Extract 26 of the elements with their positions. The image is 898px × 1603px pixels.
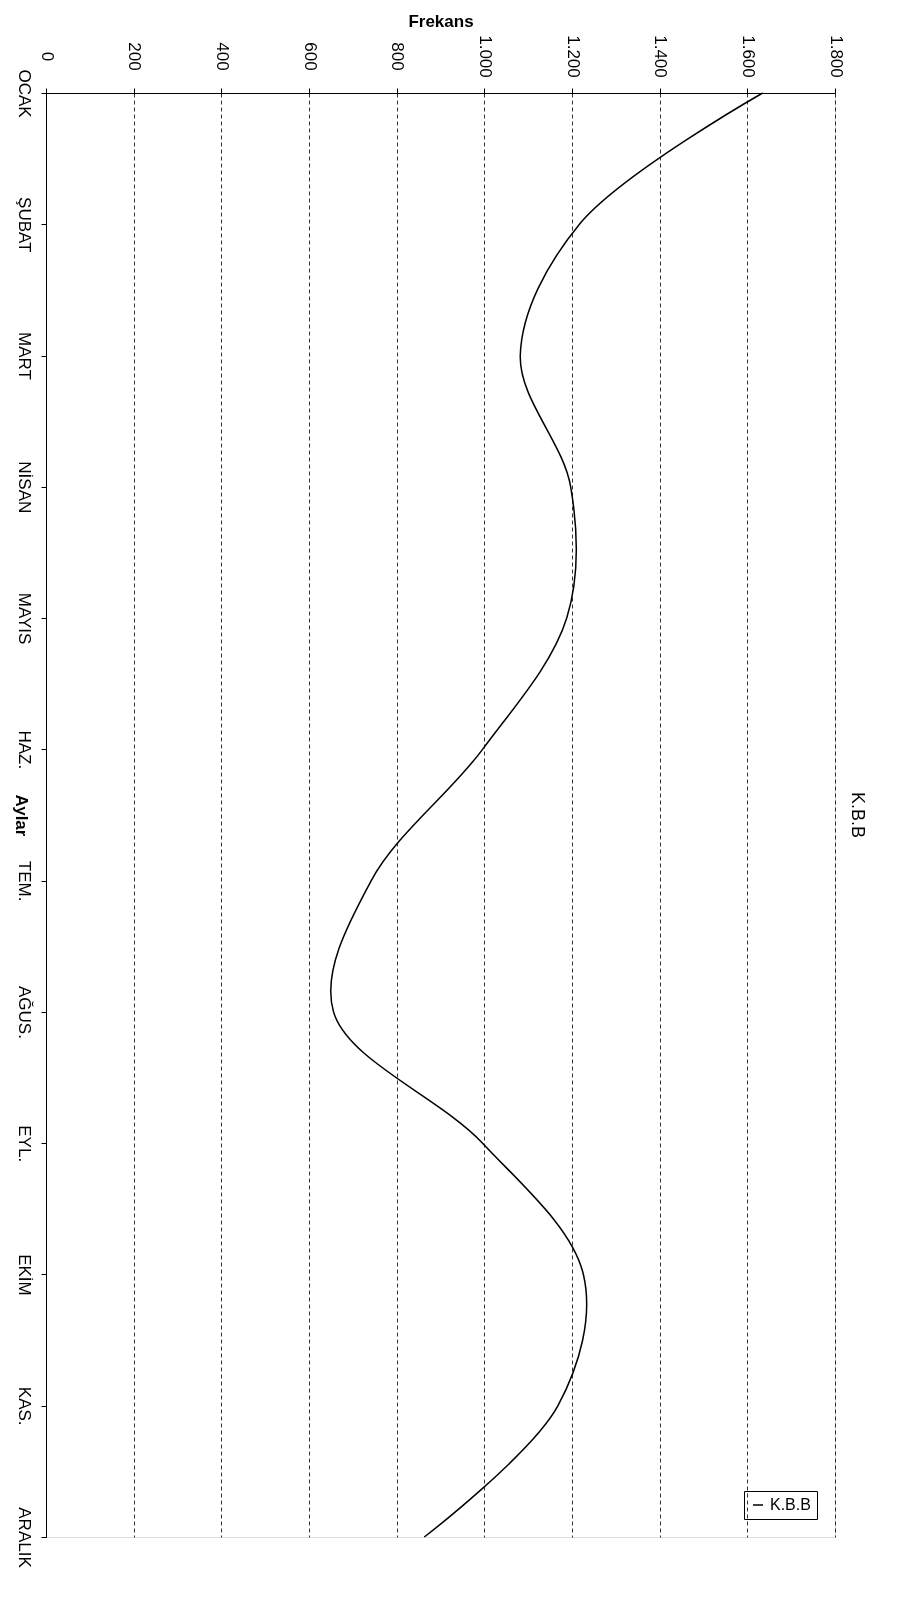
y-tick-label: ŞUBAT — [14, 197, 34, 253]
y-tick-label: EKİM — [14, 1254, 34, 1296]
y-tick-label: TEM. — [14, 860, 34, 902]
y-tick-label: ARALIK — [14, 1507, 34, 1569]
x-tick-label: 600 — [300, 42, 320, 71]
y-tick-label: MART — [14, 332, 34, 380]
x-tick-label: 1.800 — [826, 35, 846, 78]
x-tick-label: 1.000 — [475, 35, 495, 78]
x-tick-label: 200 — [125, 42, 145, 71]
y-tick-label: MAYIS — [14, 592, 34, 645]
x-tick-label: 400 — [212, 42, 232, 71]
y-tick-label: OCAK — [14, 69, 34, 119]
y-tick-label: KAS. — [14, 1386, 34, 1426]
y-tick-label: AĞUS. — [14, 985, 34, 1039]
y-tick-label: HAZ. — [14, 730, 34, 770]
x-tick-label: 800 — [388, 42, 408, 71]
x-axis-title: Frekans — [408, 12, 474, 32]
y-tick-label: NİSAN — [14, 461, 34, 514]
x-tick-label: 1.200 — [563, 35, 583, 78]
x-tick-label: 0 — [37, 51, 57, 62]
x-tick-label: 1.600 — [738, 35, 758, 78]
text: K.B.B — [848, 791, 868, 839]
legend-label: K.B.B — [770, 1496, 811, 1513]
y-tick-label: EYL. — [14, 1125, 34, 1163]
x-tick-label: 1.400 — [651, 35, 671, 78]
y-axis-title: Aylar — [11, 794, 31, 837]
